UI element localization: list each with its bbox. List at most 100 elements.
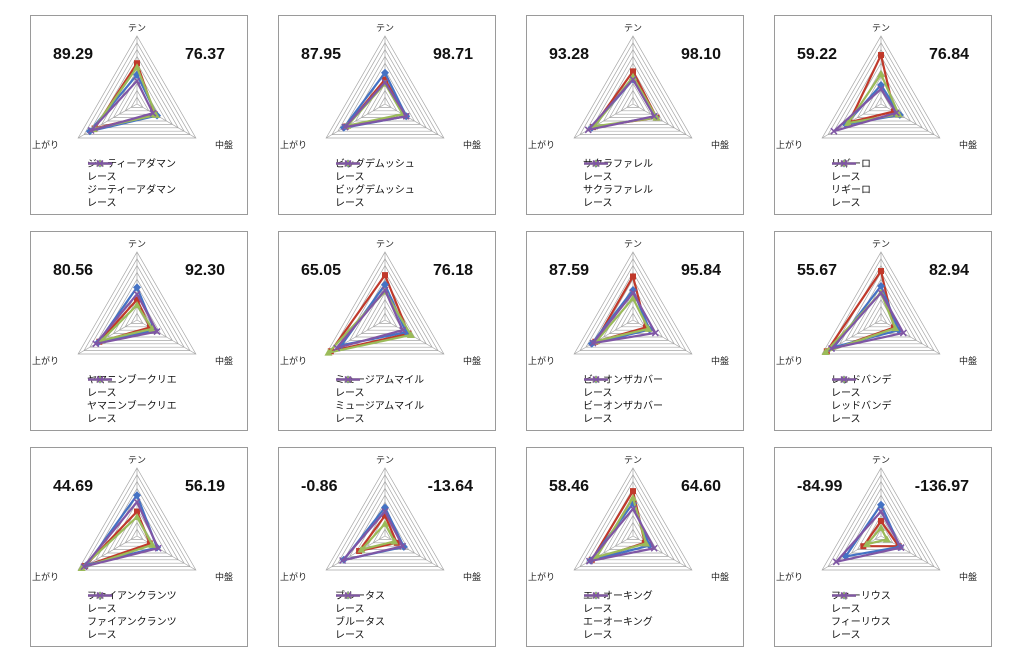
legend-marker [344,591,352,600]
legend-label: ミュージアムマイル [335,375,425,386]
series-point [381,519,389,527]
legend-label: レース [831,630,861,641]
series-line [830,291,905,350]
series-line [593,75,658,128]
series-point [133,301,141,309]
legend-label: フィーリウス [831,617,891,628]
series-point [87,126,95,135]
radar-gridline [101,494,173,557]
legend-label: ビーオンザカバー [583,375,663,386]
series-point [146,324,153,331]
radar-gridline [573,467,693,571]
series-line [360,522,396,551]
legend-label: レース [335,630,365,641]
axis-label: 中盤 [959,355,977,367]
radar-chart-panel: 87.95 98.71 テン 中盤 上がり ビッグデムッシュ レース ビッグデムッシュ レース [278,15,496,215]
radar-gridline [839,487,923,561]
axis-label: テン [128,239,146,250]
legend-marker [840,375,848,384]
legend-label: ビッグデムッシュ [335,185,415,196]
legend-label: レース [831,604,861,615]
legend-label: レース [335,198,365,209]
radar-gridline [585,48,681,132]
legend-item: レース [335,591,385,642]
legend-label: エーオーキング [583,617,653,628]
series-point [381,286,389,294]
radar-chart-panel: 55.67 82.94 テン 中盤 上がり レッドバンデ レース レッドバンデ レース [774,231,992,431]
legend-label: レース [87,198,117,209]
series-point [402,112,410,120]
legend-label: レース [583,414,613,425]
legend-item: ミュージアムマイル [335,375,424,413]
radar-gridline [845,494,917,557]
radar-gridline [83,258,191,351]
radar-chart-panel: 65.05 76.18 テン 中盤 上がり ミュージアムマイル レース ミュージアムマイル レー… [278,231,496,431]
axis-label: 上がり [32,571,59,583]
radar-gridline [89,264,185,348]
legend-item: レース [335,591,385,616]
series-point [381,78,389,86]
series-point [830,127,838,135]
legend-item: レース [87,159,176,184]
radar-gridline [378,528,392,540]
axis-label: テン [128,455,146,466]
radar-gridline [827,42,935,135]
radar-gridline [821,251,941,355]
radar-spoke [325,103,386,139]
series-point [878,518,884,525]
legend-item: レース [583,591,653,616]
radar-gridline [349,494,421,557]
series-line [89,79,155,132]
legend-item: レース [583,375,663,400]
radar-spoke [325,535,386,571]
series-point [134,508,140,515]
series-point [877,289,885,297]
series-point [877,282,885,290]
legend-label: サクラファレル [583,159,653,170]
series-point [154,544,162,552]
radar-gridline [591,271,675,345]
legend-label: ビーオンザカバー [583,401,663,412]
series-point [133,290,141,298]
score-right: 76.84 [928,46,969,63]
radar-chart-panel: -84.99 -136.97 テン 中盤 上がり フィーリウス レース フィーリウス レース [774,447,992,647]
radar-gridline [620,89,646,112]
legend-label: ファイアンクランツ [87,617,177,628]
radar-chart-panel: 44.69 56.19 テン 中盤 上がり ファイアンクランツ レース ファイアンクランツ レー… [30,447,248,647]
series-point [892,109,900,117]
series-point [878,268,884,275]
radar-gridline [579,474,687,567]
series-line [835,510,903,563]
legend-swatch [832,159,856,168]
radar-gridline [130,96,144,108]
radar-gridline [331,474,439,567]
series-line [100,303,154,342]
legend-label: レース [87,388,117,399]
axis-label: 上がり [32,139,59,151]
series-point [897,544,905,552]
axis-label: 中盤 [463,355,481,367]
radar-spoke [880,103,941,139]
axis-label: 上がり [280,139,307,151]
series-point [650,544,658,552]
legend-item: レース [831,591,891,616]
series-point [877,85,885,93]
legend-item: レース [831,591,891,642]
score-left: 87.95 [301,46,342,63]
radar-spoke [384,319,445,355]
score-right: 64.60 [680,478,721,495]
legend-item: レース [831,375,892,426]
radar-gridline [130,312,144,324]
score-left: 87.59 [549,262,590,279]
legend-item: レース [831,159,871,210]
legend-label: レース [583,198,613,209]
axis-label: 中盤 [463,571,481,583]
radar-spoke [77,319,138,355]
radar-gridline [343,55,427,129]
